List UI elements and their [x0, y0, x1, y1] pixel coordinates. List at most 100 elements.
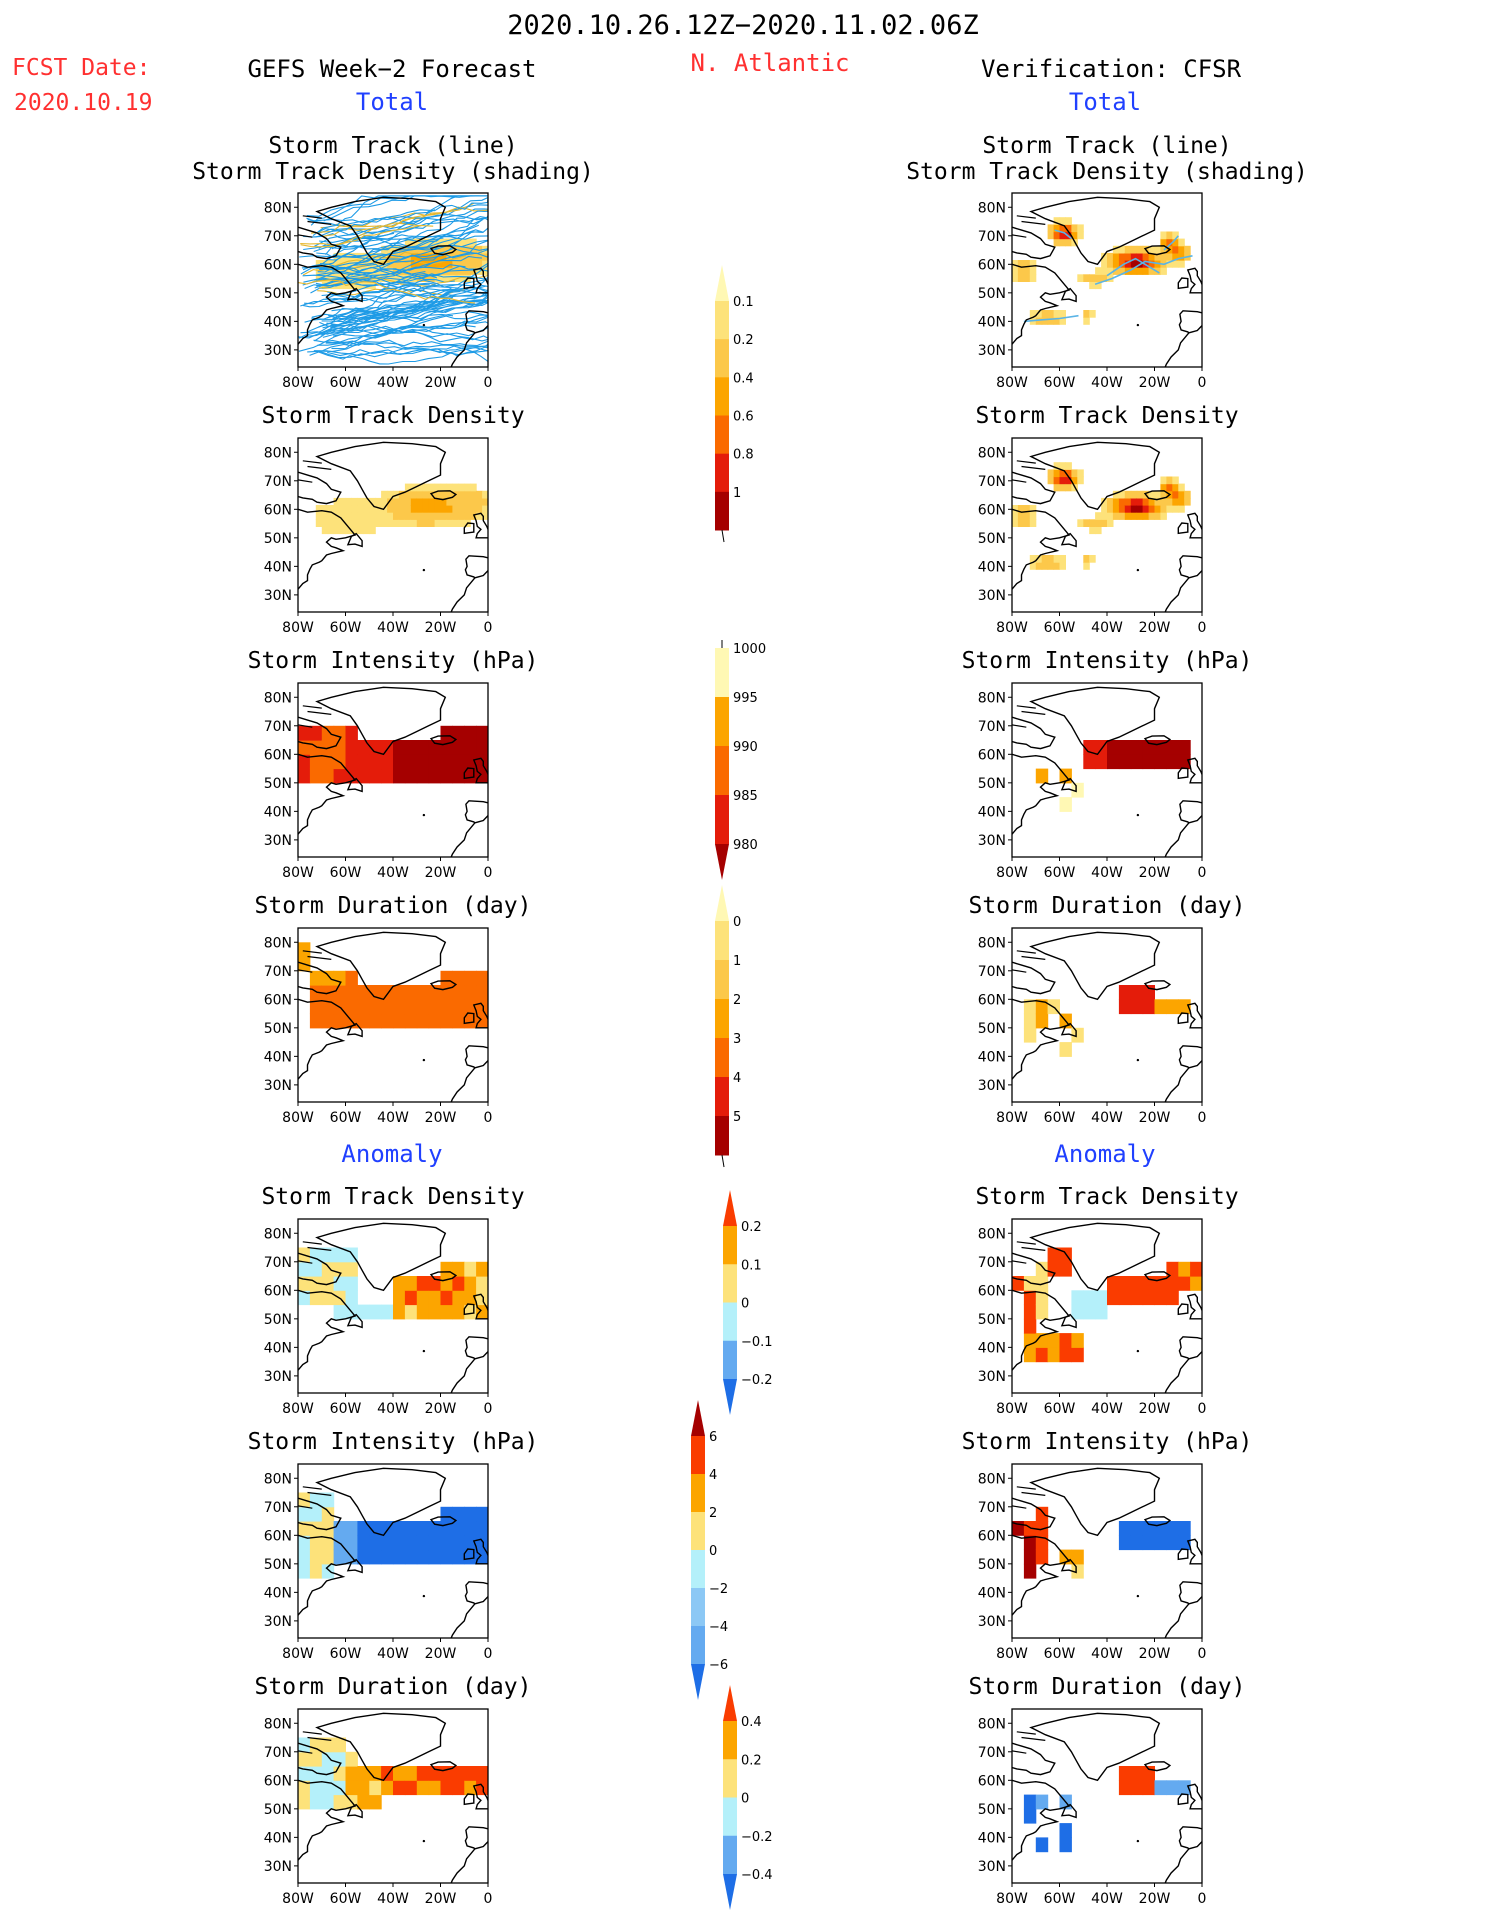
canada-arctic-coast	[298, 716, 342, 750]
grid-cell	[1071, 1290, 1084, 1306]
arctic-island-2	[298, 234, 313, 238]
colorbar-label: −0.2	[741, 1830, 773, 1845]
grid-cell	[1035, 1506, 1049, 1522]
forecast-track-line	[314, 295, 455, 342]
arctic-island-0	[1016, 705, 1036, 709]
north-america-coast	[298, 998, 357, 1080]
density-cell	[1012, 512, 1019, 520]
density-cell	[1118, 267, 1126, 275]
grid-cell	[404, 1304, 418, 1320]
density-cell	[1083, 310, 1090, 318]
observed-track-line	[1094, 255, 1193, 286]
grid-cell	[1023, 1808, 1037, 1824]
grid-cell	[440, 1549, 453, 1565]
grid-cell	[1023, 1304, 1037, 1320]
panel-plot-area	[1012, 441, 1202, 612]
x-tick-label: 40W	[1091, 1646, 1123, 1662]
newfoundland-coast	[346, 1558, 363, 1574]
grid-cell	[464, 1535, 477, 1551]
y-tick-label: 40N	[978, 1049, 1006, 1065]
greenland-coast	[1029, 931, 1161, 1001]
grid-cell	[440, 768, 453, 784]
density-cell	[381, 490, 388, 499]
grid-cell	[1023, 1535, 1037, 1551]
grid-cell	[1154, 740, 1167, 755]
panel-fcst-duration: 80N 70N 60N 50N 40N 30N 80W 60W 40W 20W 0	[264, 927, 492, 1126]
density-cell	[363, 526, 370, 535]
density-cell	[1166, 231, 1173, 240]
grid-cell	[404, 999, 418, 1015]
ireland-coast	[463, 1793, 475, 1806]
colorbar-bottom-triangle	[723, 1379, 737, 1415]
density-cell	[1118, 260, 1126, 268]
grid-cell	[1154, 1276, 1167, 1291]
grid-cell	[1130, 1290, 1144, 1306]
density-cell	[1107, 260, 1114, 268]
density-cell	[1059, 238, 1066, 247]
grid-cell	[1035, 1304, 1049, 1320]
density-cell	[1107, 505, 1114, 513]
density-cell	[1041, 555, 1049, 563]
grid-cell	[1059, 797, 1072, 812]
y-tick-label: 50N	[978, 286, 1006, 302]
density-cell	[1095, 274, 1102, 282]
density-cell	[434, 512, 442, 520]
grid-cell	[298, 1549, 311, 1565]
density-cell	[1053, 562, 1061, 570]
density-cell	[1124, 497, 1132, 506]
grid-cell	[333, 1247, 346, 1263]
density-cell	[434, 274, 442, 282]
density-cell	[1029, 519, 1037, 527]
x-tick-label: 0	[1198, 1891, 1207, 1907]
density-cell	[1053, 224, 1061, 233]
grid-cell	[428, 1276, 441, 1291]
grid-cell	[476, 725, 488, 741]
grid-cell	[1035, 768, 1049, 784]
y-tick-label: 40N	[264, 1830, 292, 1846]
y-tick-label: 70N	[978, 964, 1006, 980]
grid-cell	[1035, 1333, 1049, 1348]
panel-obs-anom-density: 80N 70N 60N 50N 40N 30N 80W 60W 40W 20W 0	[978, 1218, 1206, 1417]
density-cell	[1124, 260, 1132, 268]
greenland-coast	[1029, 1222, 1161, 1292]
newfoundland-coast	[1060, 1558, 1077, 1574]
x-tick-label: 20W	[1139, 375, 1171, 391]
grid-cell	[452, 970, 465, 986]
density-cell	[476, 252, 483, 261]
forecast-track-line	[304, 264, 488, 323]
grid-cell	[1130, 999, 1144, 1015]
grid-cell	[1023, 1794, 1037, 1810]
colorbar-bottom-triangle	[715, 844, 729, 880]
grid-cell	[1035, 1276, 1049, 1291]
africa-coast	[448, 1848, 476, 1883]
density-cell	[1166, 260, 1173, 268]
azores-dot	[422, 1349, 426, 1353]
x-tick-label: 80W	[996, 1110, 1028, 1126]
density-cell	[452, 519, 459, 527]
grid-cell	[428, 1304, 441, 1320]
density-cell	[1178, 505, 1185, 513]
density-cell	[422, 490, 430, 499]
arctic-island-1	[1021, 1491, 1046, 1496]
density-cell	[1065, 476, 1072, 485]
grid-cell	[1166, 754, 1179, 770]
colorbar-segment	[715, 415, 729, 455]
newfoundland-coast	[346, 1022, 363, 1038]
density-cell	[1047, 317, 1055, 325]
arctic-island-1	[307, 1246, 332, 1251]
x-tick-label: 60W	[1044, 1891, 1076, 1907]
density-cell	[381, 267, 388, 275]
density-cell	[393, 274, 400, 282]
density-cell	[482, 490, 488, 499]
arctic-island-2	[1012, 1505, 1027, 1509]
grid-cell	[1142, 985, 1155, 1000]
grid-cell	[321, 768, 335, 784]
grid-cell	[1095, 1290, 1108, 1306]
density-cell	[404, 267, 412, 275]
grid-cell	[464, 970, 477, 986]
canada-arctic-coast	[1012, 471, 1056, 505]
forecast-track-line	[300, 210, 488, 275]
density-cell	[1035, 317, 1043, 325]
arctic-island-1	[307, 955, 332, 960]
grid-cell	[1035, 999, 1049, 1015]
